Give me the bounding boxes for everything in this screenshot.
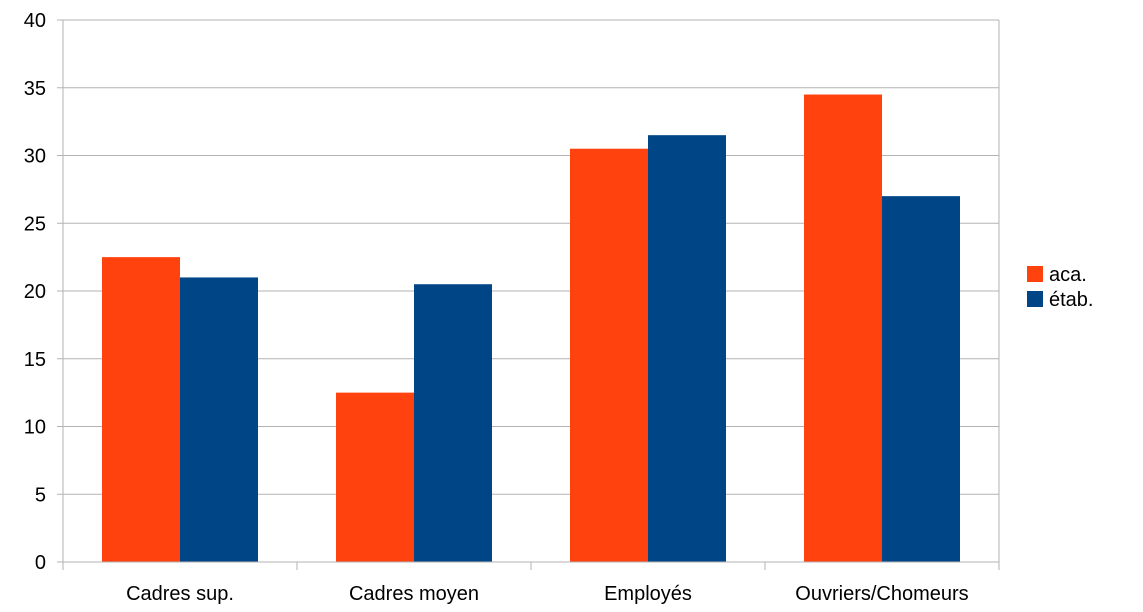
x-tick-labels: Cadres sup. Cadres moyen Employés Ouvriers/… — [126, 583, 969, 605]
x-tick-label: Ouvriers/Chomeurs — [795, 583, 968, 605]
bar-series2 — [180, 277, 258, 562]
y-tick-label: 10 — [24, 417, 46, 439]
bar-series2 — [648, 135, 726, 563]
x-tick-label: Cadres moyen — [349, 583, 479, 605]
bar-series1 — [804, 94, 882, 563]
bar-series2 — [414, 284, 492, 562]
y-tick-label: 30 — [24, 146, 46, 168]
legend-label: aca. — [1049, 264, 1087, 286]
y-tick-label: 35 — [24, 78, 46, 100]
legend: aca. étab. — [1027, 264, 1093, 311]
legend-swatch — [1027, 266, 1043, 282]
bar-series1 — [102, 257, 180, 562]
y-tick-label: 0 — [35, 552, 46, 574]
bar-series2 — [882, 196, 960, 562]
bars — [102, 94, 960, 563]
y-tick-label: 25 — [24, 213, 46, 235]
x-tick-label: Cadres sup. — [126, 583, 234, 605]
bar-series1 — [336, 392, 414, 562]
y-tick-label: 5 — [35, 484, 46, 506]
legend-label: étab. — [1049, 289, 1093, 311]
axes — [57, 19, 1000, 570]
y-tick-label: 20 — [24, 281, 46, 303]
legend-swatch — [1027, 291, 1043, 307]
y-tick-label: 15 — [24, 349, 46, 371]
bar-series1 — [570, 148, 648, 562]
y-tick-labels: 0 5 10 15 20 25 30 35 40 — [24, 10, 46, 574]
x-tick-label: Employés — [604, 583, 692, 605]
y-tick-label: 40 — [24, 10, 46, 32]
